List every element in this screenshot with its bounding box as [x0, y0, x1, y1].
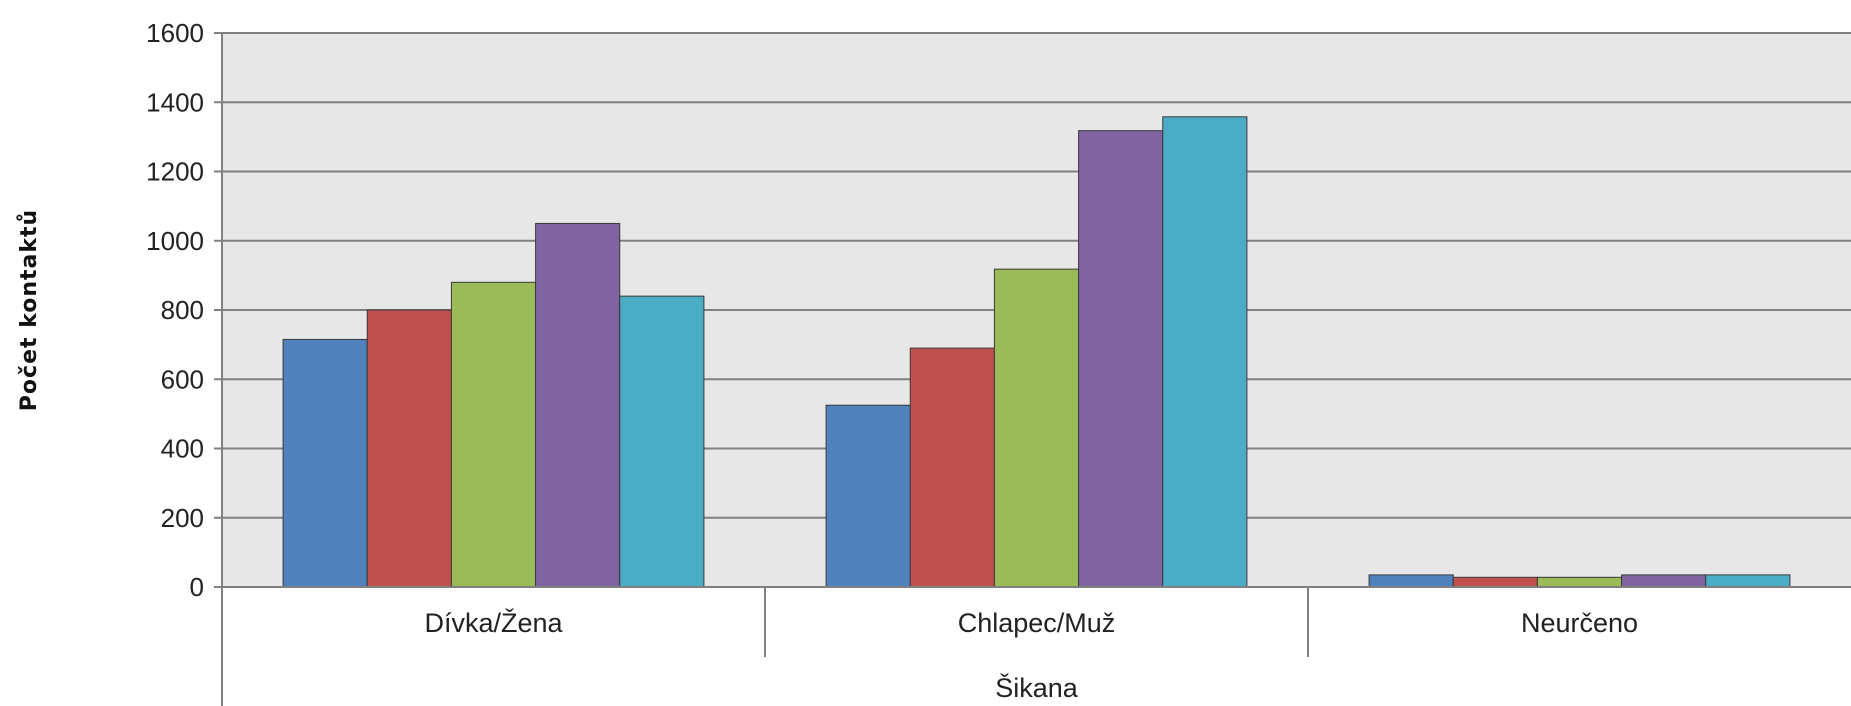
y-tick-label: 1000 [146, 226, 204, 256]
bar-3-1 [450, 281, 537, 588]
bar-1-2 [825, 404, 911, 588]
bar-1-3 [1368, 574, 1454, 588]
x-category-label: Chlapec/Muž [958, 608, 1116, 638]
bar-3-2 [993, 268, 1080, 588]
y-tick-label: 1600 [146, 18, 204, 48]
bar-2-1 [366, 309, 452, 588]
bar-5-3 [1705, 574, 1791, 588]
y-tick-label: 1400 [146, 87, 204, 117]
y-tick-label: 800 [161, 295, 204, 325]
x-category-label: Dívka/Žena [424, 607, 563, 638]
bar-2-2 [909, 347, 995, 588]
y-tick-label: 600 [161, 364, 204, 394]
x-axis-categories: Dívka/Žena Chlapec/Muž Neurčeno [424, 607, 1638, 638]
bar-5-2 [1162, 116, 1248, 588]
y-axis-ticks: 0 200 400 600 800 1000 1200 1400 1600 [146, 18, 222, 602]
bar-4-1 [535, 222, 621, 588]
axes [221, 33, 1851, 706]
bar-2-3 [1452, 576, 1538, 588]
bar-3-3 [1536, 576, 1623, 588]
bars [282, 116, 1791, 588]
bar-4-3 [1621, 574, 1707, 588]
bar-4-2 [1078, 130, 1164, 588]
bar-1-1 [282, 338, 368, 588]
x-category-label: Neurčeno [1521, 608, 1638, 638]
bar-5-1 [619, 295, 705, 588]
y-tick-label: 400 [161, 434, 204, 464]
x-axis-title: Šikana [995, 672, 1079, 703]
y-tick-label: 0 [190, 572, 204, 602]
y-axis-title: Počet kontaktů [17, 209, 42, 411]
y-tick-label: 200 [161, 503, 204, 533]
y-tick-label: 1200 [146, 157, 204, 187]
